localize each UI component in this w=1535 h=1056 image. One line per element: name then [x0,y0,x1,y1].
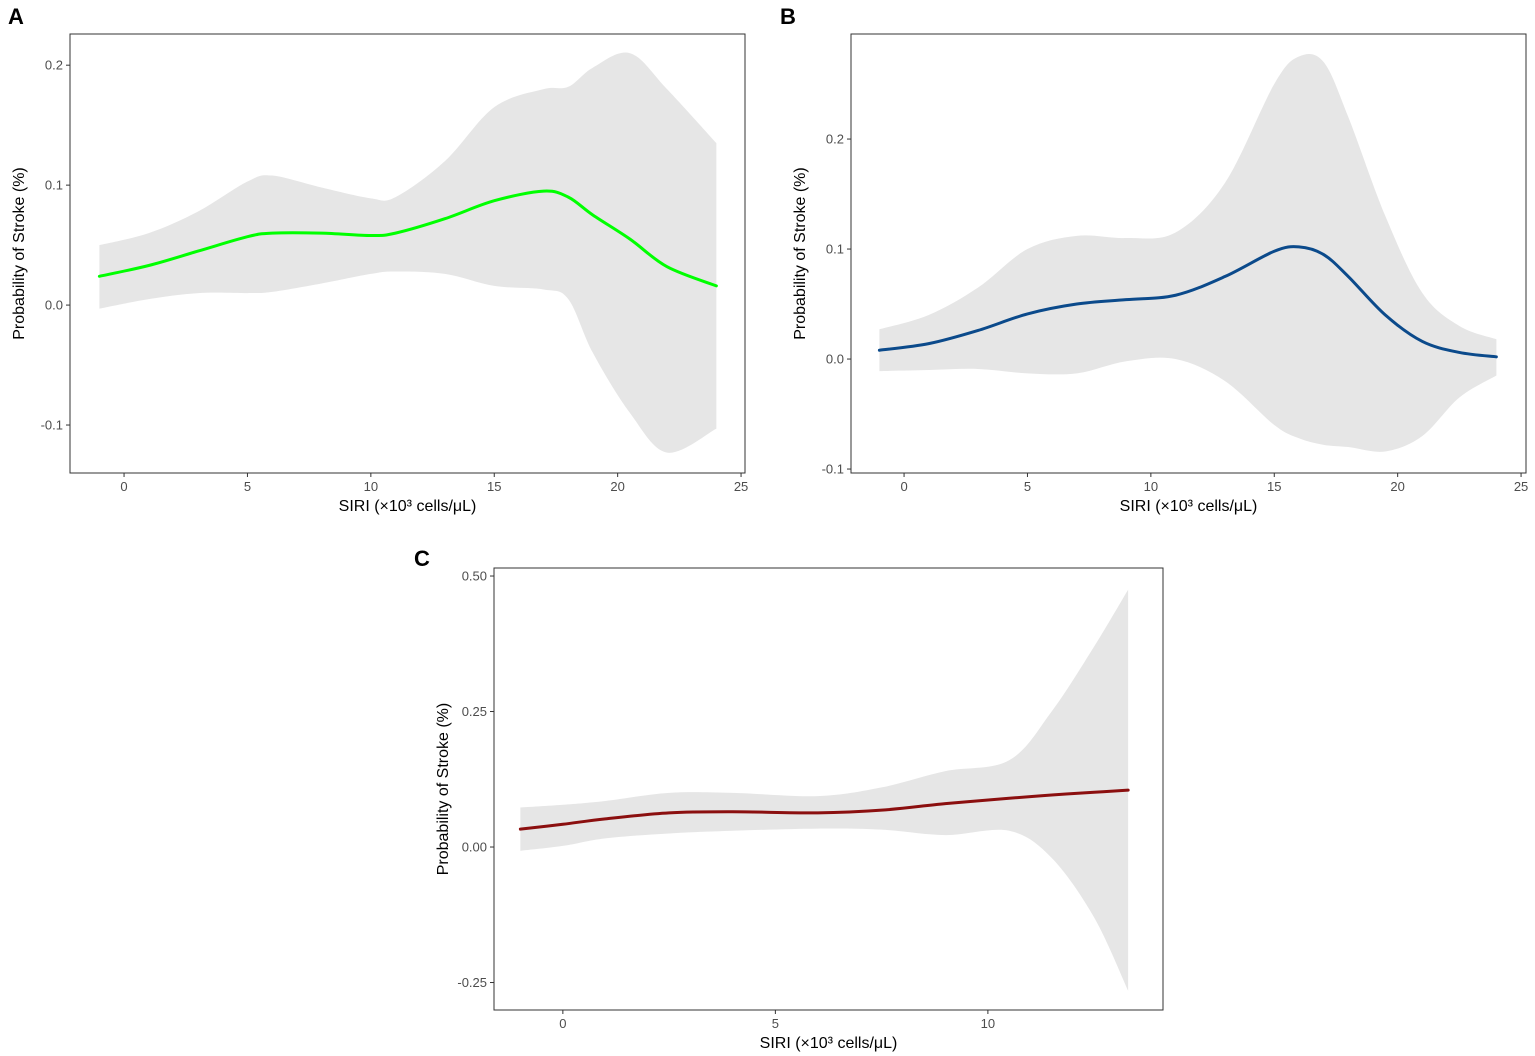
x-tick-label: 5 [1024,479,1031,494]
y-tick-label: 0.0 [45,298,63,313]
y-axis-title: Probability of Stroke (%) [792,167,809,340]
panel-c: 0 5 10 -0.25 0.00 0.25 0.50 SIRI (×10³ cells/μL… [414,546,1164,1052]
x-axis-title: SIRI (×10³ cells/μL) [1120,498,1258,515]
panel-label: A [8,4,24,29]
y-tick-label: 0.2 [826,132,844,147]
x-tick-label: 0 [900,479,907,494]
y-tick-label: 0.50 [462,569,487,584]
y-tick-label: 0.1 [826,242,844,257]
y-tick-label: -0.25 [457,975,487,990]
x-tick-label: 0 [120,479,127,494]
y-tick-label: -0.1 [41,418,63,433]
y-tick-label: 0.2 [45,58,63,73]
panel-label: B [780,4,796,29]
x-tick-label: 25 [734,479,748,494]
x-tick-label: 20 [610,479,624,494]
y-tick-label: 0.25 [462,704,487,719]
x-tick-label: 5 [772,1016,779,1031]
confidence-band [520,589,1129,991]
x-tick-label: 5 [244,479,251,494]
fit-line [518,788,1130,831]
x-tick-label: 10 [364,479,378,494]
y-tick-label: 0.00 [462,840,487,855]
x-tick-label: 10 [981,1016,995,1031]
plot-frame [493,567,1164,1011]
x-tick-label: 15 [487,479,501,494]
y-tick-label: 0.1 [45,178,63,193]
x-tick-label: 15 [1267,479,1281,494]
confidence-band [879,53,1497,452]
plot-frame [69,33,746,474]
confidence-band [99,52,717,453]
fit-line [97,189,718,288]
panel-label: C [414,546,430,571]
plot-frame [850,33,1527,474]
x-tick-label: 10 [1144,479,1158,494]
y-tick-label: 0.0 [826,352,844,367]
fit-line [877,245,1498,359]
y-tick-label: -0.1 [822,462,844,477]
x-axis-title: SIRI (×10³ cells/μL) [339,498,477,515]
panel-a: 0 5 10 15 20 25 -0.1 0.0 0.1 0.2 SIRI (×10³ cells/… [8,4,748,515]
x-tick-label: 20 [1390,479,1404,494]
panel-b: 0 5 10 15 20 25 -0.1 0.0 0.1 0.2 SIRI (×10³ cells/… [780,4,1528,515]
x-tick-label: 25 [1514,479,1528,494]
y-axis-title: Probability of Stroke (%) [435,703,452,876]
y-axis-title: Probability of Stroke (%) [11,167,28,340]
x-tick-label: 0 [559,1016,566,1031]
x-axis-title: SIRI (×10³ cells/μL) [760,1035,898,1052]
